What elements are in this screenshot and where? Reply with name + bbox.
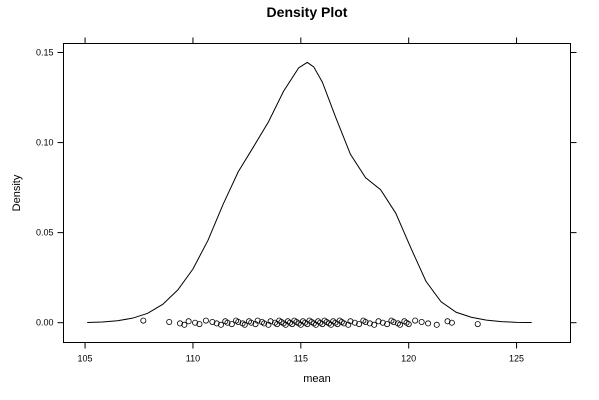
rug-point bbox=[140, 317, 147, 324]
rug-point bbox=[379, 319, 386, 326]
rug-point bbox=[181, 321, 188, 328]
rug-point bbox=[185, 318, 192, 325]
rug-point bbox=[390, 318, 397, 325]
rug-point bbox=[433, 321, 440, 328]
rug-point bbox=[384, 321, 391, 328]
y-axis: 0.00 0.05 0.10 0.15 bbox=[36, 48, 577, 328]
rug-point bbox=[228, 321, 235, 328]
rug-point bbox=[213, 320, 220, 327]
rug-point bbox=[235, 318, 242, 325]
rug-point bbox=[192, 319, 199, 326]
rug-point bbox=[241, 321, 248, 328]
rug-point bbox=[397, 321, 404, 328]
rug-point bbox=[254, 317, 261, 324]
rug-point bbox=[248, 319, 255, 326]
y-axis-label: Density bbox=[11, 174, 23, 211]
x-tick-label: 110 bbox=[186, 354, 200, 364]
rug-point bbox=[448, 319, 455, 326]
rug-point bbox=[347, 318, 354, 325]
rug-point bbox=[366, 320, 373, 327]
rug-point bbox=[217, 321, 224, 328]
rug-point bbox=[267, 318, 274, 325]
rug-point bbox=[474, 321, 481, 328]
x-tick-label: 120 bbox=[401, 354, 416, 364]
x-axis-label: mean bbox=[303, 373, 331, 385]
x-tick-label: 115 bbox=[294, 354, 308, 364]
rug-point bbox=[351, 319, 358, 326]
rug-points bbox=[140, 317, 481, 328]
rug-point bbox=[261, 320, 268, 327]
rug-point bbox=[340, 320, 347, 327]
rug-point bbox=[405, 321, 412, 328]
rug-point bbox=[209, 318, 216, 325]
x-tick-label: 125 bbox=[509, 354, 524, 364]
rug-point bbox=[196, 321, 203, 328]
y-tick-label: 0.05 bbox=[36, 228, 54, 238]
plot-frame bbox=[63, 43, 571, 343]
y-tick-label: 0.00 bbox=[36, 318, 54, 328]
chart-title: Density Plot bbox=[267, 4, 348, 20]
rug-point bbox=[425, 320, 432, 327]
rug-point bbox=[166, 318, 173, 325]
rug-point bbox=[176, 320, 183, 327]
rug-point bbox=[444, 318, 451, 325]
rug-point bbox=[362, 318, 369, 325]
y-tick-label: 0.15 bbox=[36, 48, 54, 58]
x-axis: 105 110 115 120 125 bbox=[78, 37, 524, 364]
x-tick-label: 105 bbox=[78, 354, 93, 364]
rug-point bbox=[371, 321, 378, 328]
rug-point bbox=[224, 319, 231, 326]
rug-point bbox=[412, 317, 419, 324]
density-curve bbox=[87, 61, 532, 324]
rug-point bbox=[356, 321, 363, 328]
rug-point bbox=[375, 318, 382, 325]
y-tick-label: 0.10 bbox=[36, 138, 54, 148]
rug-point bbox=[202, 317, 209, 324]
rug-point bbox=[418, 318, 425, 325]
